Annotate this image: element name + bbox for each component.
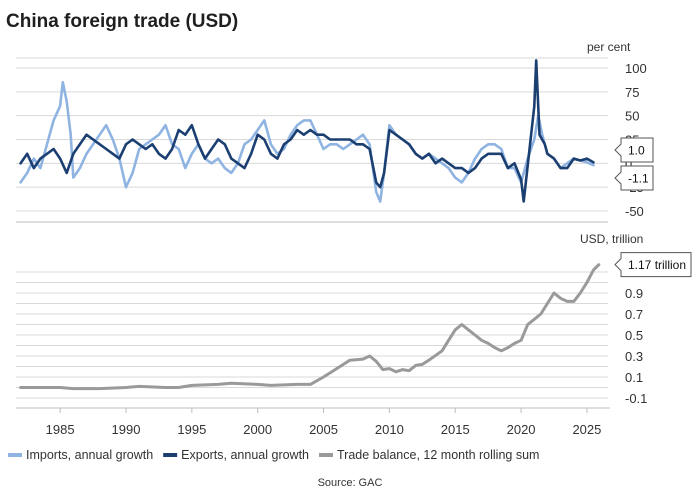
y-tick-label: 0.9: [625, 286, 643, 301]
legend-label: Trade balance, 12 month rolling sum: [337, 448, 539, 462]
y-tick-label: 0.5: [625, 328, 643, 343]
growth-unit-label: per cent: [587, 40, 631, 54]
callout-label: -1.1: [628, 172, 649, 186]
y-tick-label: 75: [625, 85, 639, 100]
balance-y-ticks: 0.9 0.7 0.5 0.3 0.1 -0.1: [625, 286, 647, 406]
balance-callouts: 1.17 trillion: [614, 252, 692, 278]
y-tick-label: 0.3: [625, 349, 643, 364]
y-tick-label: 0.1: [625, 370, 643, 385]
growth-panel: per cent 1007550250-25-50 1.0-1.1: [16, 40, 654, 223]
growth-series-lines: [19, 59, 595, 203]
x-tick-label: 1995: [177, 422, 206, 437]
balance-panel: USD, trillion 0.9 0.7 0.5 0.3 0.1 -0.1 1.17 t…: [16, 232, 692, 406]
callout-label: 1.17 trillion: [628, 258, 686, 272]
growth-grid: [16, 57, 608, 223]
balance-unit-label: USD, trillion: [580, 232, 643, 246]
y-tick-label: 100: [625, 61, 647, 76]
y-tick-label: -0.1: [625, 391, 647, 406]
series-line-imports: [19, 81, 595, 203]
callout-box: [614, 252, 692, 278]
callout-box: [614, 137, 654, 163]
legend-label: Exports, annual growth: [181, 448, 309, 462]
series-line-balance: [19, 263, 601, 391]
series-line-exports: [19, 59, 595, 203]
source-note: Source: GAC: [318, 477, 383, 489]
growth-callouts: 1.0 -1.1: [614, 137, 654, 191]
x-axis-ticks: 1985 1990 1995 2000 2005 2010 2015 2020 2025: [46, 408, 601, 437]
callout-box: [614, 165, 654, 191]
x-tick-label: 2020: [507, 422, 536, 437]
x-tick-label: 1985: [46, 422, 75, 437]
y-tick-label: 0: [625, 156, 632, 171]
y-tick-label: -50: [625, 204, 644, 219]
legend-label: Imports, annual growth: [26, 448, 153, 462]
x-tick-label: 2025: [572, 422, 601, 437]
x-tick-label: 2005: [309, 422, 338, 437]
balance-series-lines: [19, 263, 601, 391]
legend: Imports, annual growth Exports, annual gr…: [8, 448, 539, 462]
balance-grid: [16, 271, 608, 399]
callout-label: 1.0: [628, 144, 645, 158]
x-tick-label: 1990: [112, 422, 141, 437]
x-tick-label: 2000: [243, 422, 272, 437]
chart-title: China foreign trade (USD): [6, 11, 238, 32]
y-tick-label: 50: [625, 109, 639, 124]
x-tick-label: 2015: [441, 422, 470, 437]
y-tick-label: 0.7: [625, 307, 643, 322]
x-tick-label: 2010: [375, 422, 404, 437]
